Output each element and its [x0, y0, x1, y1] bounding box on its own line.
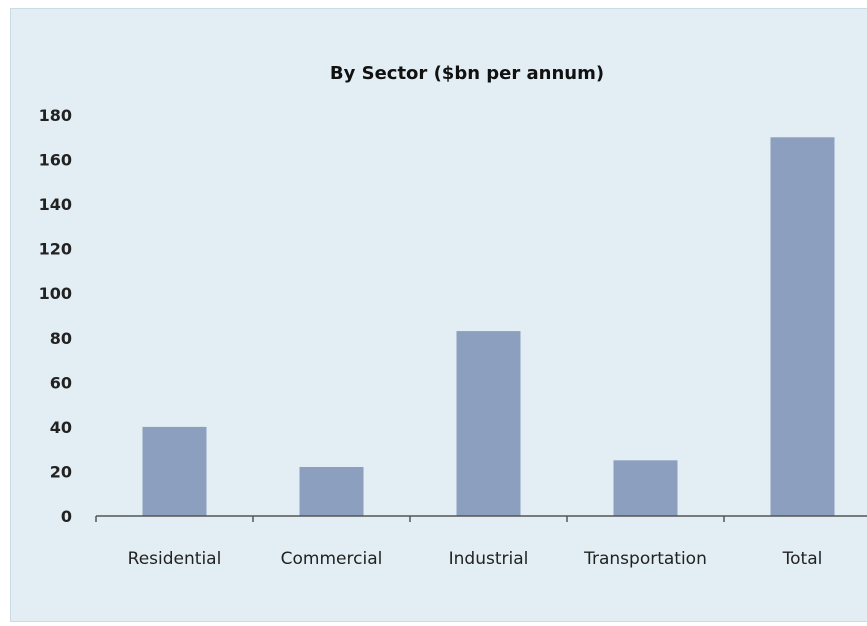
y-tick-label: 0: [61, 507, 72, 526]
bar-commercial: [299, 466, 364, 516]
y-axis-ticks: 0 20 40 60 80 100 120 140 160 180: [39, 106, 72, 526]
x-axis: [95, 515, 867, 522]
y-tick-label: 160: [39, 151, 72, 170]
y-tick-label: 60: [50, 373, 72, 392]
bar-residential: [142, 426, 207, 516]
x-category-label: Commercial: [281, 549, 383, 569]
chart-title: By Sector ($bn per annum): [330, 63, 604, 84]
bar-transportation: [613, 460, 678, 516]
y-tick-label: 120: [39, 240, 72, 259]
y-tick-label: 180: [39, 106, 72, 125]
x-category-label: Transportation: [583, 549, 707, 569]
bars: [142, 137, 835, 516]
y-tick-label: 140: [39, 195, 72, 214]
y-tick-label: 20: [50, 462, 72, 481]
bar-industrial: [456, 331, 521, 516]
y-tick-label: 80: [50, 329, 72, 348]
x-category-label: Residential: [128, 549, 222, 569]
x-category-label: Industrial: [449, 549, 529, 569]
bar-total: [770, 137, 835, 516]
x-axis-labels: Residential Commercial Industrial Transport…: [128, 549, 823, 569]
y-tick-label: 40: [50, 418, 72, 437]
y-tick-label: 100: [39, 284, 72, 303]
x-category-label: Total: [782, 549, 823, 569]
